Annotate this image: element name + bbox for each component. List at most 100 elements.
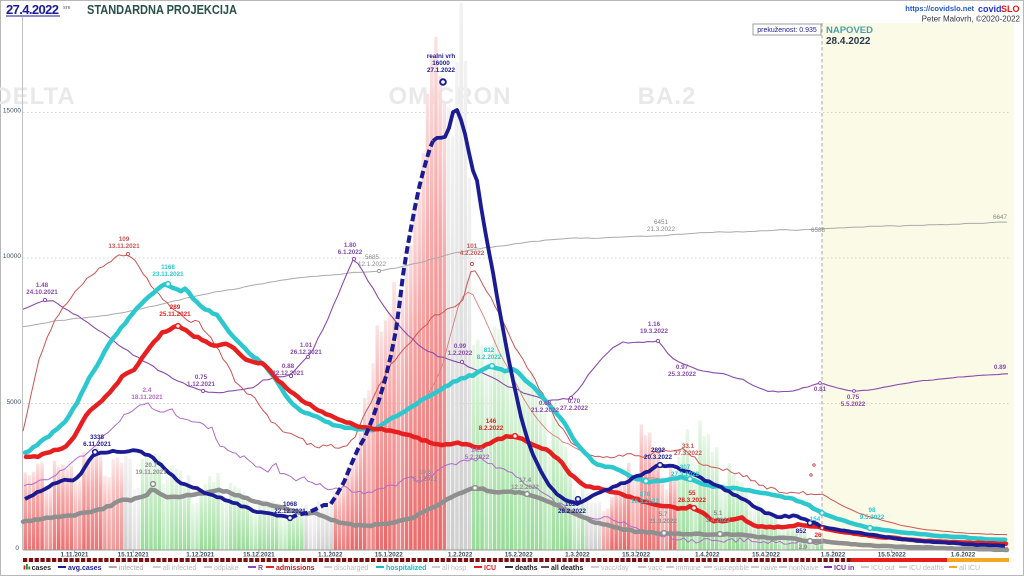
svg-text:0.75: 0.75 xyxy=(195,374,208,381)
svg-text:4.2.2022: 4.2.2022 xyxy=(460,250,485,257)
svg-text:852: 852 xyxy=(796,528,807,535)
svg-text:sre: sre xyxy=(63,5,71,11)
svg-text:prekuženost: 0.935: prekuženost: 0.935 xyxy=(757,27,817,34)
svg-text:1.16: 1.16 xyxy=(648,321,661,328)
svg-text:20.3.2022: 20.3.2022 xyxy=(644,454,673,461)
svg-text:154: 154 xyxy=(810,516,821,523)
svg-text:cases: cases xyxy=(32,565,52,572)
svg-text:28.4.2022: 28.4.2022 xyxy=(826,36,871,47)
svg-text:289: 289 xyxy=(170,304,181,311)
svg-text:DELTA: DELTA xyxy=(0,83,76,110)
svg-text:19.3.2022: 19.3.2022 xyxy=(640,328,669,335)
svg-text:1.3.2022: 1.3.2022 xyxy=(565,552,590,559)
svg-text:R: R xyxy=(258,565,263,572)
svg-text:307: 307 xyxy=(680,464,691,471)
svg-text:27.3.2022: 27.3.2022 xyxy=(671,471,700,478)
svg-text:0.75: 0.75 xyxy=(847,394,860,401)
svg-text:812: 812 xyxy=(484,347,495,354)
svg-text:covid: covid xyxy=(978,4,1002,14)
svg-text:1068: 1068 xyxy=(283,501,298,508)
svg-text:14.3: 14.3 xyxy=(471,447,484,454)
svg-text:15.1.2022: 15.1.2022 xyxy=(375,552,404,559)
svg-text:26: 26 xyxy=(814,532,822,539)
svg-text:all infected: all infected xyxy=(163,565,197,572)
svg-text:1.48: 1.48 xyxy=(36,282,49,289)
svg-text:NAPOVED: NAPOVED xyxy=(826,25,873,36)
svg-text:12.1.2022: 12.1.2022 xyxy=(358,261,387,268)
svg-text:https://covidslo.net: https://covidslo.net xyxy=(905,4,974,13)
svg-text:23.11.2021: 23.11.2021 xyxy=(152,271,184,278)
svg-text:1.4.2022: 1.4.2022 xyxy=(695,552,720,559)
svg-text:0.70: 0.70 xyxy=(568,398,581,405)
svg-text:5000: 5000 xyxy=(7,399,22,406)
svg-text:discharged: discharged xyxy=(334,565,368,572)
svg-text:15.4.2022: 15.4.2022 xyxy=(752,552,781,559)
svg-text:8.2.2022: 8.2.2022 xyxy=(477,354,502,361)
svg-text:6451: 6451 xyxy=(654,219,669,226)
svg-text:3.4.2022: 3.4.2022 xyxy=(706,517,731,524)
svg-text:naive: naive xyxy=(761,565,778,572)
svg-text:3338: 3338 xyxy=(90,434,105,441)
svg-text:odplake: odplake xyxy=(214,565,239,572)
svg-text:15.11.2021: 15.11.2021 xyxy=(118,552,150,559)
svg-text:6588: 6588 xyxy=(811,227,826,234)
svg-text:33.1: 33.1 xyxy=(682,443,695,450)
svg-text:avg.cases: avg.cases xyxy=(68,565,102,572)
svg-text:15000: 15000 xyxy=(3,108,21,115)
svg-text:25.11.2021: 25.11.2021 xyxy=(159,311,191,318)
svg-text:STANDARDNA PROJEKCIJA: STANDARDNA PROJEKCIJA xyxy=(87,2,238,17)
svg-text:15.12.2021: 15.12.2021 xyxy=(243,552,275,559)
svg-text:nonNaive: nonNaive xyxy=(789,565,819,572)
svg-text:all deaths: all deaths xyxy=(551,565,583,572)
svg-text:28.3.2022: 28.3.2022 xyxy=(678,497,707,504)
svg-text:0.68: 0.68 xyxy=(539,400,552,407)
svg-text:28.2.2022: 28.2.2022 xyxy=(558,508,587,515)
svg-text:8.2.2022: 8.2.2022 xyxy=(479,425,504,432)
svg-text:2892: 2892 xyxy=(651,447,666,454)
svg-text:13.11.2021: 13.11.2021 xyxy=(108,243,140,250)
svg-text:1168: 1168 xyxy=(161,264,175,271)
svg-text:27.1.2022: 27.1.2022 xyxy=(427,67,456,74)
svg-text:BA.2: BA.2 xyxy=(638,83,697,110)
svg-text:admissions: admissions xyxy=(276,565,315,572)
svg-text:1.6.2022: 1.6.2022 xyxy=(951,552,976,559)
svg-text:1.12.2021: 1.12.2021 xyxy=(187,381,216,388)
svg-text:vacc/day: vacc/day xyxy=(601,565,629,572)
svg-text:6647: 6647 xyxy=(993,214,1008,221)
svg-text:ICU: ICU xyxy=(484,565,496,572)
svg-text:101: 101 xyxy=(467,243,478,250)
svg-text:1.1.2022: 1.1.2022 xyxy=(318,552,343,559)
svg-text:27.2.2022: 27.2.2022 xyxy=(560,405,589,412)
svg-text:all hosp.: all hosp. xyxy=(442,565,468,572)
svg-text:1.2.2022: 1.2.2022 xyxy=(448,350,473,357)
svg-text:98: 98 xyxy=(868,507,876,514)
svg-text:17.4: 17.4 xyxy=(519,477,532,484)
svg-text:6.11.2021: 6.11.2021 xyxy=(83,441,111,448)
svg-text:278: 278 xyxy=(640,491,651,498)
svg-text:5.2.2022: 5.2.2022 xyxy=(413,476,438,483)
svg-text:12.2.2022: 12.2.2022 xyxy=(511,484,540,491)
svg-text:21.2.2022: 21.2.2022 xyxy=(531,407,560,414)
svg-text:24.10.2021: 24.10.2021 xyxy=(26,289,58,296)
svg-text:19.11.2021: 19.11.2021 xyxy=(135,469,167,476)
svg-text:16.3.2022: 16.3.2022 xyxy=(631,498,660,505)
svg-text:0.81: 0.81 xyxy=(814,386,827,393)
svg-text:27.4.2022: 27.4.2022 xyxy=(6,2,59,17)
svg-text:0.89: 0.89 xyxy=(994,364,1007,371)
svg-text:9.5.2022: 9.5.2022 xyxy=(860,514,885,521)
svg-text:22.12.2021: 22.12.2021 xyxy=(274,508,306,515)
svg-text:6.1.2022: 6.1.2022 xyxy=(338,249,363,256)
svg-text:25.3.2022: 25.3.2022 xyxy=(668,371,697,378)
svg-text:146: 146 xyxy=(486,418,497,425)
svg-text:ICU out: ICU out xyxy=(871,565,895,572)
svg-text:15.3.2022: 15.3.2022 xyxy=(622,552,651,559)
svg-text:0.88: 0.88 xyxy=(282,363,295,370)
svg-text:1.11.2021: 1.11.2021 xyxy=(61,552,89,559)
svg-text:26.12.2021: 26.12.2021 xyxy=(290,349,322,356)
svg-text:immune: immune xyxy=(676,565,701,572)
svg-text:0: 0 xyxy=(15,545,19,552)
svg-text:5.1: 5.1 xyxy=(714,510,723,517)
svg-text:deaths: deaths xyxy=(515,565,538,572)
svg-text:19.6: 19.6 xyxy=(419,469,432,476)
svg-text:10000: 10000 xyxy=(3,253,21,260)
